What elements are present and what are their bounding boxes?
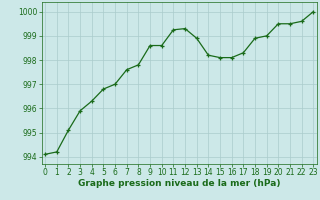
X-axis label: Graphe pression niveau de la mer (hPa): Graphe pression niveau de la mer (hPa) [78,179,280,188]
